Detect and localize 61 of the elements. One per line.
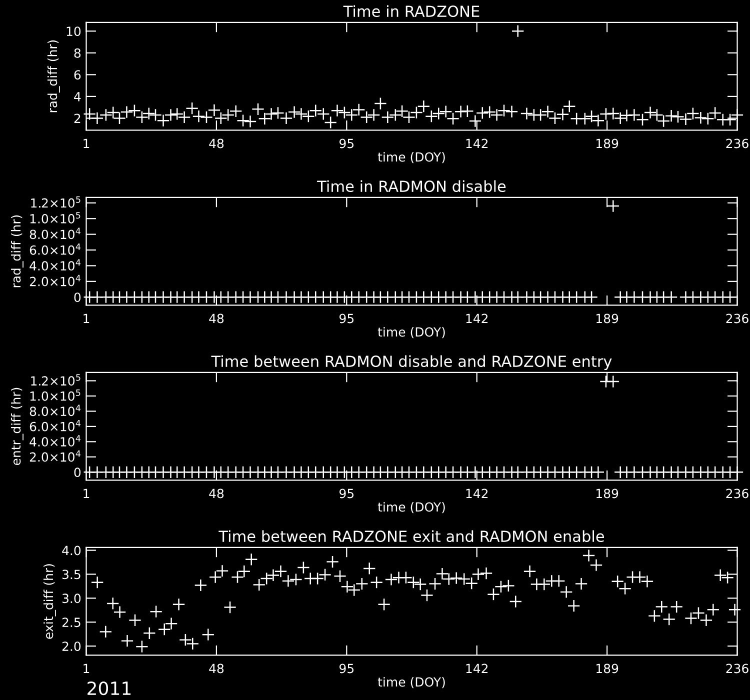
x-tick-label: 95 [339,138,354,148]
y-tick-label: 2 [74,114,80,123]
chart-title: Time in RADMON disable [317,180,506,192]
y-axis-title: exit_diff (hr) [44,564,56,639]
y-tick-label: 8.0×10$^{4}$ [30,404,80,416]
text: 2011 [88,681,131,696]
chart-title: Time between RADMON disable and RADZONE entry [211,355,612,370]
y-tick-label: 3.0 [62,594,81,604]
x-tick-label: 48 [209,664,224,674]
y-tick-label: 1.2×10$^{5}$ [31,196,80,208]
y-tick-label: 1.2×10$^{5}$ [31,374,80,386]
y-tick-label: 4.0×10$^{4}$ [30,435,80,447]
y-tick-label: 4.0×10$^{4}$ [30,259,80,271]
x-tick-label: 48 [209,488,224,498]
y-tick-label: 2.0×10$^{4}$ [30,450,80,462]
x-tick-label: 95 [339,664,354,674]
y-tick-label: 4 [74,92,81,102]
x-tick-label: 95 [339,314,354,324]
x-axis-title: time (DOY) [378,327,445,338]
y-axis-title: rad_diff (hr) [47,40,60,112]
x-tick-label: 1 [84,488,90,498]
y-tick-label: 8 [74,48,81,58]
x-axis-title: time (DOY) [378,152,445,164]
y-tick-label: 8.0×10$^{4}$ [30,228,80,240]
x-tick-label: 236 [726,138,748,148]
x-tick-label: 189 [596,488,618,498]
x-axis-title: time (DOY) [378,502,445,514]
x-tick-label: 236 [726,488,748,498]
x-tick-label: 1 [84,138,90,148]
y-axis-title: entr_diff (hr) [11,388,24,466]
y-tick-label: 2.0×10$^{4}$ [30,274,80,286]
x-tick-label: 1 [84,664,90,674]
y-tick-label: 6 [74,70,81,80]
x-tick-label: 48 [209,314,224,324]
y-tick-label: 0 [74,292,81,302]
x-tick-label: 142 [466,138,488,148]
y-tick-label: 1.0×10$^{5}$ [30,390,80,401]
x-tick-label: 236 [726,664,748,674]
x-tick-label: 142 [466,314,488,324]
y-tick-label: 10 [66,26,81,36]
y-tick-label: 0 [74,468,81,478]
x-axis-title: time (DOY) [378,677,445,688]
y-tick-label: 3.5 [62,570,80,580]
x-tick-label: 142 [466,664,488,674]
y-tick-label: 6.0×10$^{4}$ [30,244,80,255]
y-tick-label: 1.0×10$^{5}$ [30,212,80,224]
chart-title: Time between RADZONE exit and RADMON enable [218,530,604,542]
x-tick-label: 189 [596,664,618,674]
x-tick-label: 236 [726,314,748,324]
y-tick-label: 4.0 [62,546,81,556]
y-tick-label: 2.5 [62,618,80,628]
y-axis-title: rad_diff (hr) [11,215,24,288]
x-tick-label: 48 [209,138,224,148]
x-tick-label: 189 [596,314,618,324]
x-tick-label: 189 [596,138,618,148]
y-tick-label: 6.0×10$^{4}$ [30,420,80,432]
x-tick-label: 142 [466,488,488,498]
x-tick-label: 1 [84,314,90,324]
x-tick-label: 95 [339,488,354,498]
chart-title: Time in RADZONE [343,5,480,18]
y-tick-label: 2.0 [62,642,81,652]
